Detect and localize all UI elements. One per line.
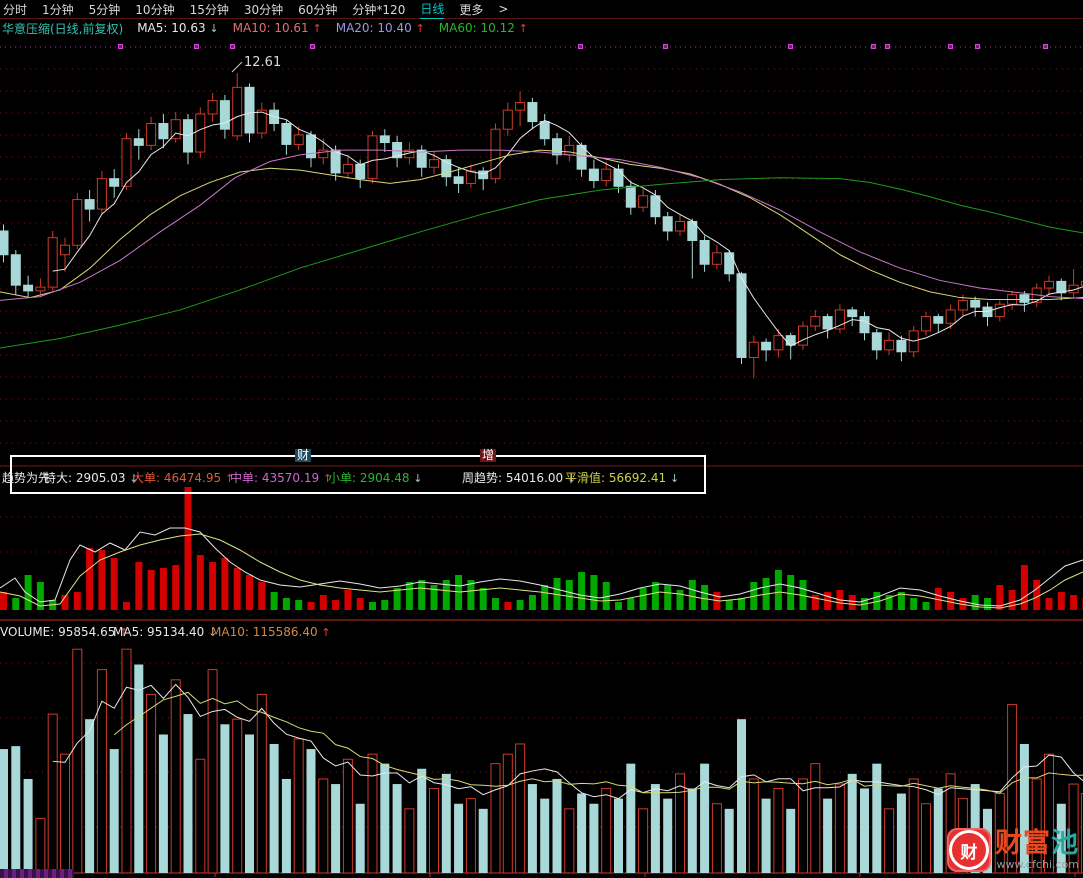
indicator-field-3: 小单: 2904.48 ↓	[328, 471, 423, 485]
watermark: 财 财富池 www.cfchi.com	[947, 828, 1079, 872]
up-arrow-icon: ↑	[518, 22, 528, 35]
down-arrow-icon: ↓	[129, 472, 139, 485]
up-arrow-icon: ↑	[119, 626, 129, 639]
indicator-field-5: 平滑值: 56692.41 ↓	[565, 471, 680, 485]
info-bar: 华意压缩(日线,前复权) MA5: 10.63 ↓ MA10: 10.61 ↑ MA…	[0, 20, 1083, 36]
up-arrow-icon: ↑	[321, 626, 331, 639]
volume-readout-row: VOLUME: 95854.65 ↑ MA5: 95134.40 ↓ MA10: 1…	[0, 625, 1083, 641]
toolbar-item-6[interactable]: 60分钟	[298, 2, 338, 17]
brand-icon-char: 财	[949, 830, 989, 870]
toolbar-item-8[interactable]: 日线	[420, 0, 445, 19]
up-arrow-icon: ↑	[322, 472, 333, 485]
down-arrow-icon: ↓	[566, 472, 577, 485]
volume-field-0: VOLUME: 95854.65 ↑	[0, 625, 129, 639]
down-arrow-icon: ↓	[208, 626, 218, 639]
indicator-field-1: 大单: 46474.95 ↑	[132, 471, 235, 485]
toolbar-item-10[interactable]: >	[498, 2, 509, 16]
peak-price-annotation: 12.61	[244, 55, 282, 70]
volume-field-1: MA5: 95134.40 ↓	[113, 625, 218, 639]
toolbar-item-7[interactable]: 分钟*120	[352, 2, 406, 17]
indicator-field-4: 周趋势: 54016.00 ↓	[462, 471, 577, 485]
indicator-field-0: 特大: 2905.03 ↓	[44, 471, 139, 485]
ma-labels: MA5: 10.63 ↓ MA10: 10.61 ↑ MA20: 10.40 ↑ MA…	[137, 21, 528, 35]
up-arrow-icon: ↑	[312, 22, 322, 35]
brand-name: 财富池	[995, 828, 1079, 859]
up-arrow-icon: ↑	[224, 472, 235, 485]
ma-label-0: MA5: 10.63 ↓	[137, 21, 219, 35]
toolbar-item-0[interactable]: 分时	[3, 2, 28, 17]
volume-field-2: MA10: 115586.40 ↑	[211, 625, 331, 639]
ma-label-3: MA60: 10.12 ↑	[438, 21, 528, 35]
tag-chip-cai: 财	[295, 448, 312, 462]
indicator-readout-row: 趋势为先 特大: 2905.03 ↓ 大单: 46474.95 ↑ 中单: 4357…	[0, 469, 1083, 485]
down-arrow-icon: ↓	[209, 22, 219, 35]
tag-chip-zeng: 增	[480, 448, 497, 462]
brand-icon: 财	[947, 828, 991, 872]
indicator-field-2: 中单: 43570.19 ↑	[230, 471, 333, 485]
clipped-date-highlight	[0, 869, 74, 878]
up-arrow-icon: ↑	[415, 22, 425, 35]
period-toolbar: 分时 1分钟 5分钟 10分钟 15分钟 30分钟 60分钟 分钟*120 日线 更多 >	[0, 0, 1083, 19]
toolbar-item-1[interactable]: 1分钟	[42, 2, 74, 17]
indicator-title: 趋势为先	[2, 471, 51, 485]
stock-title: 华意压缩(日线,前复权)	[2, 21, 124, 36]
toolbar-item-5[interactable]: 30分钟	[243, 2, 284, 17]
ma-label-2: MA20: 10.40 ↑	[335, 21, 425, 35]
toolbar-item-3[interactable]: 10分钟	[135, 2, 175, 17]
toolbar-item-4[interactable]: 15分钟	[189, 2, 229, 17]
toolbar-item-9[interactable]: 更多	[459, 2, 484, 17]
brand-url: www.cfchi.com	[996, 858, 1079, 871]
down-arrow-icon: ↓	[669, 472, 680, 485]
toolbar-item-2[interactable]: 5分钟	[88, 2, 121, 17]
ma-label-1: MA10: 10.61 ↑	[232, 21, 322, 35]
down-arrow-icon: ↓	[413, 472, 423, 485]
